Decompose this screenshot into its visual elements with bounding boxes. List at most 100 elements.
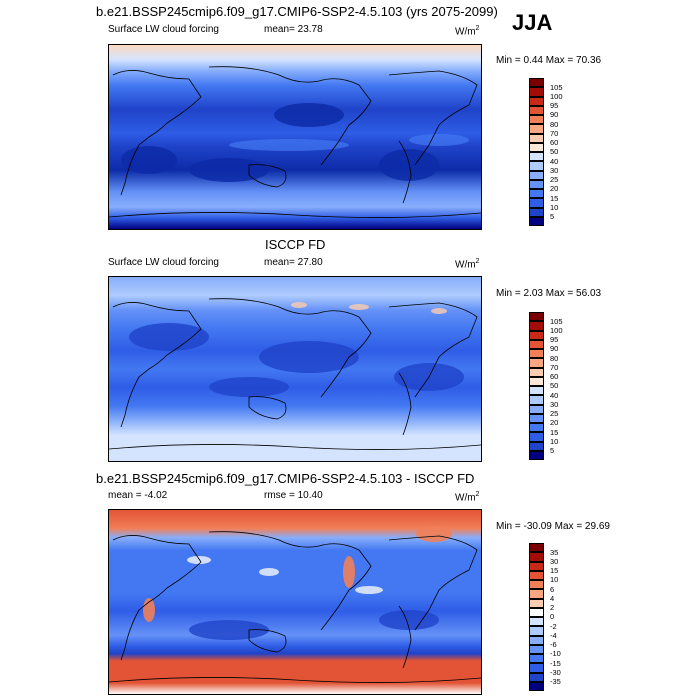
panel2-colorbar-label: 95 — [550, 335, 559, 344]
panel1-colorbar-swatch — [529, 152, 544, 162]
panel2-colorbar-swatch — [529, 349, 544, 359]
panel2-colorbar-label: 5 — [550, 446, 555, 455]
panel2-colorbar-swatch — [529, 312, 544, 322]
panel2-colorbar-label: 10 — [550, 436, 559, 446]
panel3-colorbar-label: -4 — [550, 630, 557, 640]
panel1-colorbar-label: 60 — [550, 138, 559, 147]
panel3-colorbar-label: 30 — [550, 556, 559, 566]
panel3-colorbar-swatch — [529, 607, 544, 617]
panel1-colorbar-swatch — [529, 161, 544, 171]
panel1-colorbar-swatch — [529, 105, 544, 115]
panel1-colorbar: 105 100 95 90 80 70 60 50 40 30 25 20 15… — [529, 78, 563, 226]
panel2-colorbar: 105 100 95 90 80 70 60 50 40 30 25 20 15… — [529, 312, 563, 460]
panel3-map — [108, 509, 482, 695]
panel3-colorbar-swatch — [529, 663, 544, 673]
panel2-colorbar-label: 90 — [550, 344, 559, 354]
panel2-colorbar-swatch — [529, 395, 544, 405]
panel1-colorbar-label: 10 — [550, 202, 559, 212]
panel2-colorbar-swatch — [529, 339, 544, 349]
panel1-colorbar-label: 20 — [550, 184, 559, 194]
panel3-colorbar-swatch — [529, 552, 544, 562]
panel3-colorbar-swatch — [529, 681, 544, 691]
panel1-colorbar-label: 15 — [550, 193, 559, 203]
panel2-colorbar-swatch — [529, 413, 544, 423]
panel1-colorbar-swatch — [529, 179, 544, 189]
panel1-title: b.e21.BSSP245cmip6.f09_g17.CMIP6-SSP2-4.… — [96, 4, 498, 19]
panel1-colorbar-swatch — [529, 142, 544, 152]
panel2-colorbar-label: 70 — [550, 362, 559, 372]
panel1-colorbar-label: 95 — [550, 101, 559, 110]
panel3-colorbar-label: -30 — [550, 667, 561, 677]
panel3-colorbar-swatch — [529, 598, 544, 608]
panel3-mean: mean = -4.02 — [108, 490, 168, 501]
panel3-colorbar-swatch — [529, 561, 544, 571]
panel1-colorbar-label: 25 — [550, 175, 559, 184]
panel2-colorbar-label: 80 — [550, 353, 559, 363]
panel1-coastlines — [109, 66, 481, 218]
panel1-colorbar-label: 70 — [550, 128, 559, 138]
panel3-title: b.e21.BSSP245cmip6.f09_g17.CMIP6-SSP2-4.… — [96, 471, 475, 486]
panel2-colorbar-swatch — [529, 358, 544, 368]
panel2-colorbar-label: 60 — [550, 372, 559, 381]
panel3-colorbar: 35 30 15 10 6 4 2 0 -2 -4 -6 -10 -15 -30… — [529, 543, 561, 691]
panel2-units: W/m2 — [455, 258, 480, 271]
panel1-colorbar-label: 100 — [550, 91, 563, 101]
panel3-colorbar-label: -15 — [550, 658, 561, 668]
panel1-minmax: Min = 0.44 Max = 70.36 — [496, 55, 602, 66]
panel3-colorbar-label: -35 — [550, 677, 561, 686]
panel3-colorbar-swatch — [529, 580, 544, 590]
panel1-colorbar-label: 5 — [550, 212, 555, 221]
panel3-colorbar-swatch — [529, 626, 544, 636]
panel1-colorbar-label: 30 — [550, 165, 559, 175]
panel1-colorbar-swatch — [529, 115, 544, 125]
panel1-colorbar-label: 40 — [550, 156, 559, 166]
panel1-colorbar-swatch — [529, 207, 544, 217]
panel2-colorbar-label: 100 — [550, 325, 563, 335]
panel2-colorbar-label: 30 — [550, 399, 559, 409]
panel3-minmax: Min = -30.09 Max = 29.69 — [496, 521, 610, 532]
panel1-map-plot — [109, 45, 481, 229]
panel2-colorbar-label: 105 — [550, 316, 563, 326]
panel2-map-plot — [109, 277, 481, 461]
panel3-colorbar-label: 35 — [550, 547, 559, 557]
panel2-colorbar-label: 25 — [550, 409, 559, 418]
panel2-colorbar-swatch — [529, 367, 544, 377]
panel1-variable-label: Surface LW cloud forcing — [108, 24, 219, 35]
panel2-colorbar-swatch — [529, 376, 544, 386]
panel2-map — [108, 276, 482, 462]
panel1-colorbar-swatch — [529, 124, 544, 134]
panel2-coastlines — [109, 298, 481, 450]
panel2-colorbar-swatch — [529, 423, 544, 433]
panel2-colorbar-swatch — [529, 386, 544, 396]
panel3-colorbar-label: -2 — [550, 621, 557, 631]
panel3-coastlines — [109, 531, 481, 683]
panel3-colorbar-swatch — [529, 644, 544, 654]
panel3-colorbar-label: 0 — [550, 612, 555, 622]
panel2-colorbar-swatch — [529, 321, 544, 331]
panel3-colorbar-label: 2 — [550, 603, 555, 612]
panel2-variable-label: Surface LW cloud forcing — [108, 257, 219, 268]
panel3-colorbar-swatch — [529, 570, 544, 580]
panel3-colorbar-label: 6 — [550, 584, 555, 594]
panel2-colorbar-swatch — [529, 450, 544, 460]
panel1-colorbar-swatch — [529, 78, 544, 88]
panel3-colorbar-label: 4 — [550, 593, 555, 603]
panel3-rmse: rmse = 10.40 — [264, 490, 323, 501]
panel2-colorbar-label: 50 — [550, 381, 559, 391]
panel1-colorbar-swatch — [529, 189, 544, 199]
season-label: JJA — [512, 10, 553, 35]
panel2-title: ISCCP FD — [265, 237, 326, 252]
panel1-colorbar-label: 90 — [550, 110, 559, 120]
panel2-minmax: Min = 2.03 Max = 56.03 — [496, 288, 602, 299]
panel3-colorbar-swatch — [529, 635, 544, 645]
panel1-colorbar-swatch — [529, 198, 544, 208]
panel1-map — [108, 44, 482, 230]
panel3-colorbar-label: 15 — [550, 566, 559, 575]
panel2-colorbar-swatch — [529, 441, 544, 451]
panel2-colorbar-swatch — [529, 330, 544, 340]
panel1-colorbar-label: 80 — [550, 119, 559, 129]
panel2-colorbar-swatch — [529, 432, 544, 442]
panel2-colorbar-label: 15 — [550, 427, 559, 437]
panel3-colorbar-swatch — [529, 672, 544, 682]
panel1-colorbar-swatch — [529, 216, 544, 226]
